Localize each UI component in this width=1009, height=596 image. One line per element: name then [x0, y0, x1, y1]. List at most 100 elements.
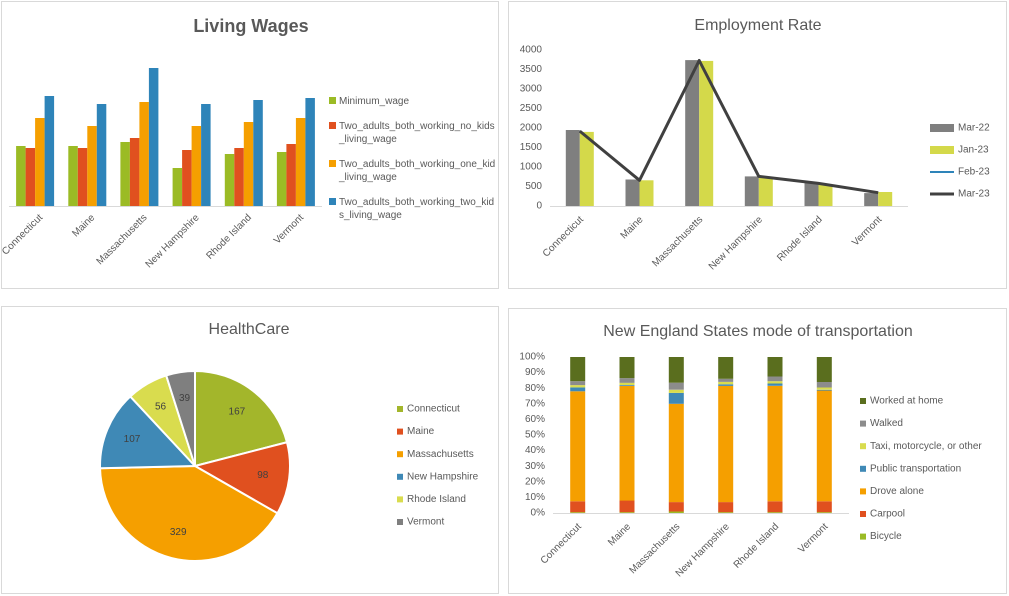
segment-massachusetts-worked-at-home — [668, 357, 684, 383]
bar-rhode-island-1 — [224, 154, 235, 206]
employment-rate-chart-panel: Employment Rate 0 500 1000 1500 2000 2500 3000… — [508, 1, 1007, 289]
category-label-new-hampshire: New Hampshire — [674, 521, 732, 579]
data-label-connecticut: 167 — [229, 407, 246, 418]
category-label-maine: Maine — [606, 521, 633, 548]
chart-title: Employment Rate — [694, 17, 821, 34]
bar-maine-4 — [96, 104, 107, 206]
bar-maine-mar-22 — [625, 179, 640, 206]
legend-swatch-drove-alone — [860, 488, 866, 495]
legend-swatch-taxi-motorcycle-or-other — [860, 443, 866, 450]
line-mar-23 — [578, 59, 879, 195]
legend-label-3: Two_adults_both_working_one_kid _living_w… — [338, 159, 495, 183]
segment-vermont-bicycle — [816, 512, 832, 513]
bar-rhode-island-jan-23 — [818, 184, 833, 206]
segment-massachusetts-bicycle — [668, 511, 684, 513]
legend-swatch-worked-at-home — [860, 398, 866, 404]
legend-label-walked: Walked — [870, 418, 903, 429]
category-label-vermont: Vermont — [850, 214, 884, 248]
category-label-massachusetts: Massachusetts — [95, 212, 150, 267]
y-tick-label-1000: 1000 — [520, 162, 543, 173]
chart-title: HealthCare — [209, 321, 290, 338]
bar-connecticut-jan-23 — [579, 131, 594, 206]
segment-connecticut-bicycle — [570, 512, 586, 513]
segment-new-hampshire-carpool — [718, 502, 734, 513]
category-label-new-hampshire: New Hampshire — [707, 214, 765, 272]
segment-connecticut-drove-alone — [570, 391, 586, 502]
y-tick-label-3000: 3000 — [520, 84, 543, 95]
employment-rate-chart: Employment Rate 0 500 1000 1500 2000 2500 3000… — [520, 17, 990, 272]
legend-swatch-carpool — [860, 511, 866, 517]
legend-swatch-mar-22 — [930, 124, 954, 132]
y-tick-label-80: 80% — [525, 383, 545, 394]
chart-title: New England States mode of transportatio… — [603, 323, 913, 340]
bar-connecticut-3 — [35, 118, 45, 206]
y-tick-label-40: 40% — [525, 445, 545, 456]
segment-rhode-island-carpool — [767, 501, 783, 513]
category-label-new-hampshire: New Hampshire — [144, 212, 202, 270]
segment-massachusetts-carpool — [668, 502, 684, 512]
legend-swatch-4 — [329, 198, 336, 205]
healthcare-chart-panel: HealthCare 167 98 329 107 56 39 Connecticut Mai… — [1, 306, 499, 594]
segment-vermont-worked-at-home — [816, 357, 832, 382]
y-tick-label-1500: 1500 — [520, 142, 543, 153]
bar-vermont-3 — [295, 118, 306, 206]
legend-label-vermont: Vermont — [407, 517, 444, 528]
segment-rhode-island-public-transportation — [767, 383, 783, 386]
segment-maine-drove-alone — [619, 385, 635, 501]
data-label-rhode-island: 56 — [155, 402, 167, 413]
y-tick-label-10: 10% — [525, 492, 545, 503]
legend-label-bicycle: Bicycle — [870, 531, 902, 542]
segment-massachusetts-drove-alone — [668, 403, 684, 503]
segment-vermont-public-transportation — [816, 389, 832, 391]
bar-new-hampshire-mar-22 — [744, 176, 759, 206]
bar-massachusetts-3 — [139, 102, 149, 206]
pie-slice-maine — [192, 441, 291, 515]
segment-massachusetts-walked — [668, 382, 684, 390]
legend-swatch-connecticut — [397, 406, 403, 412]
segment-rhode-island-taxi-motorcycle-or-other — [767, 381, 783, 384]
legend-label-2: Two_adults_both_working_no_kids _living_w… — [338, 121, 495, 145]
segment-rhode-island-walked — [767, 376, 783, 382]
category-label-massachusetts: Massachusetts — [628, 521, 683, 576]
y-tick-label-30: 30% — [525, 461, 545, 472]
segment-connecticut-walked — [570, 381, 586, 386]
y-tick-label-500: 500 — [525, 181, 542, 192]
segment-new-hampshire-walked — [718, 378, 734, 382]
data-label-maine: 98 — [257, 470, 269, 481]
legend-label-worked-at-home: Worked at home — [870, 396, 944, 407]
segment-vermont-carpool — [816, 501, 832, 513]
legend-label-1: Minimum_wage — [339, 96, 409, 107]
legend-swatch-rhode-island — [397, 496, 403, 503]
y-tick-label-60: 60% — [525, 414, 545, 425]
bar-vermont-jan-23 — [878, 192, 893, 206]
bar-new-hampshire-3 — [191, 126, 202, 206]
bar-vermont-2 — [286, 144, 296, 206]
legend-swatch-public-transportation — [860, 465, 866, 472]
segment-connecticut-taxi-motorcycle-or-other — [570, 385, 586, 388]
segment-massachusetts-taxi-motorcycle-or-other — [668, 389, 684, 393]
bar-rhode-island-mar-22 — [804, 182, 819, 206]
legend-label-taxi-motorcycle-or-other: Taxi, motorcycle, or other — [870, 441, 982, 452]
bar-rhode-island-2 — [234, 148, 244, 206]
segment-maine-worked-at-home — [619, 357, 635, 379]
legend-label-4: Two_adults_both_working_two_kid s_living_… — [339, 197, 494, 221]
data-label-massachusetts: 329 — [170, 527, 187, 538]
segment-massachusetts-public-transportation — [668, 392, 684, 404]
category-label-connecticut: Connecticut — [539, 521, 584, 566]
segment-rhode-island-bicycle — [767, 512, 783, 513]
segment-maine-carpool — [619, 500, 635, 513]
category-label-massachusetts: Massachusetts — [650, 214, 705, 269]
segment-maine-bicycle — [619, 512, 635, 513]
pie-slice-new-hampshire — [99, 395, 198, 470]
bar-vermont-mar-22 — [864, 193, 879, 206]
bar-maine-3 — [87, 126, 97, 206]
category-label-vermont: Vermont — [796, 521, 830, 555]
legend-label-connecticut: Connecticut — [407, 404, 460, 415]
bar-new-hampshire-4 — [201, 104, 211, 206]
bar-rhode-island-3 — [243, 122, 254, 206]
bar-new-hampshire-2 — [182, 150, 192, 206]
segment-maine-taxi-motorcycle-or-other — [619, 382, 635, 385]
category-label-maine: Maine — [619, 214, 646, 241]
bar-rhode-island-4 — [253, 100, 263, 206]
legend-swatch-new-hampshire — [397, 473, 403, 480]
